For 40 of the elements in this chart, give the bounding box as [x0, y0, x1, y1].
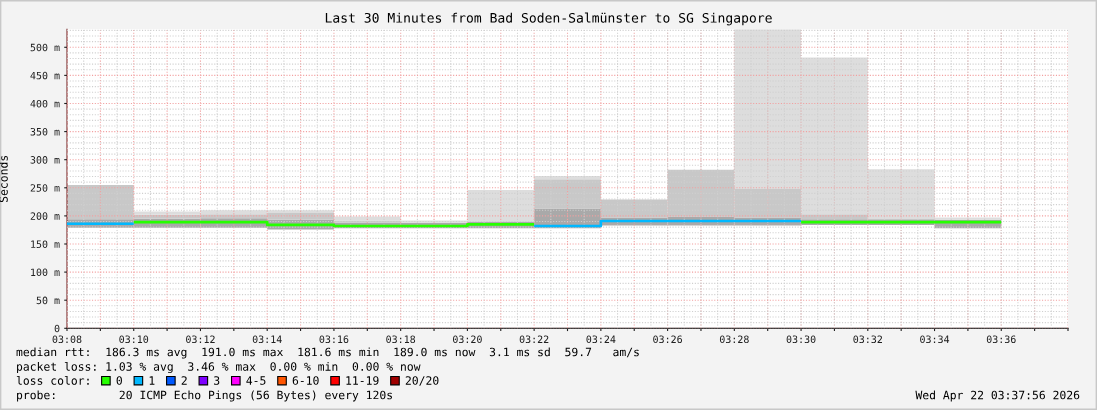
x-tick-label: 03:32: [853, 335, 882, 344]
text: packet loss: 1.03 % avg 3.46 % max 0.00 % min 0.00 % now: [17, 361, 421, 374]
y-tick-label: 500 m: [30, 43, 60, 52]
x-tick-label: 03:16: [319, 335, 349, 344]
y-tick-label: 350 m: [30, 127, 60, 136]
legend-label: 2: [181, 376, 187, 385]
text: probe: 20 ICMP Echo Pings (56 Bytes) every 120s: [17, 390, 392, 402]
y-tick-label: 400 m: [30, 99, 60, 108]
x-tick-label: 03:28: [719, 335, 749, 344]
legend-label: 1: [149, 376, 155, 385]
legend-label: 4-5: [246, 376, 266, 385]
x-tick-label: 03:30: [786, 335, 816, 344]
legend-label: 3: [214, 376, 220, 385]
x-tick-label: 03:08: [52, 335, 82, 344]
x-tick-label: 03:20: [453, 335, 482, 344]
x-tick-label: 03:24: [586, 335, 616, 344]
x-tick-label: 03:36: [986, 335, 1016, 344]
text: median rtt: 186.3 ms avg 191.0 ms max 181.6 ms min 189.0 ms now 3.1 ms sd 59.7 am/s: [16, 347, 639, 359]
y-tick-label: 50 m: [36, 296, 60, 305]
legend-title: loss color:: [16, 375, 89, 385]
y-tick-label: 250 m: [30, 184, 60, 192]
x-tick-label: 03:26: [653, 335, 682, 344]
x-tick-label: 03:12: [186, 335, 215, 344]
text: Wed Apr 22 03:37:56 2026: [915, 390, 1080, 402]
legend-label: 0: [116, 376, 122, 385]
y-tick-label: 200 m: [30, 212, 60, 220]
legend-label: 6-10: [292, 376, 319, 385]
x-tick-label: 03:18: [386, 335, 416, 344]
legend-label: 11-19: [346, 376, 379, 385]
legend-label: 20/20: [405, 376, 439, 386]
x-tick-label: 03:22: [519, 335, 549, 344]
y-tick-label: 100 m: [31, 268, 60, 277]
y-tick-label: 150 m: [31, 240, 60, 248]
y-tick-label: 0: [54, 324, 60, 333]
x-tick-label: 03:14: [252, 335, 282, 344]
x-tick-label: 03:34: [920, 335, 950, 344]
x-tick-label: 03:10: [119, 335, 149, 344]
y-tick-label: 450 m: [30, 71, 60, 80]
chart-title: Last 30 Minutes from Bad Soden-Salmünster to SG Singapore: [325, 12, 772, 26]
y-tick-label: 300 m: [30, 156, 60, 164]
